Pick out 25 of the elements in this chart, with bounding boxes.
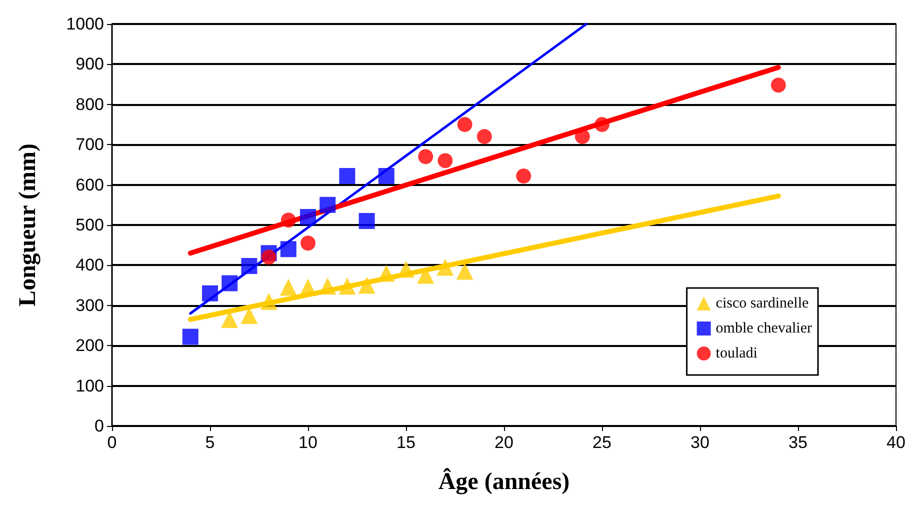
y-tick-label: 200 xyxy=(76,336,104,356)
x-tick-label: 15 xyxy=(396,433,416,452)
y-tick-label: 800 xyxy=(76,94,104,114)
y-tick-label: 100 xyxy=(76,376,104,396)
x-tick-label: 0 xyxy=(107,433,117,452)
y-tick-label: 700 xyxy=(76,135,104,154)
y-tick-label: 400 xyxy=(76,256,104,275)
x-tick-label: 40 xyxy=(886,433,906,452)
x-tick-label: 35 xyxy=(788,433,808,452)
x-tick-label: 30 xyxy=(690,433,710,452)
y-tick-label: 900 xyxy=(76,54,104,74)
x-tick-label: 10 xyxy=(298,433,318,452)
x-tick-label: 20 xyxy=(494,433,514,452)
x-tick-label: 5 xyxy=(205,433,215,452)
y-tick-label: 1000 xyxy=(66,14,104,34)
legend-label: omble chevalier xyxy=(716,320,812,336)
y-tick-label: 600 xyxy=(76,175,104,194)
y-axis-title: Longueur (mm) xyxy=(15,144,41,306)
legend-label: cisco sardinelle xyxy=(716,296,810,312)
x-axis-title: Âge (années) xyxy=(438,468,570,495)
y-tick-label: 0 xyxy=(94,416,104,436)
y-tick-label: 500 xyxy=(76,216,104,234)
legend-label: touladi xyxy=(716,346,758,362)
y-tick-label: 300 xyxy=(76,296,104,315)
x-tick-label: 25 xyxy=(592,433,612,452)
